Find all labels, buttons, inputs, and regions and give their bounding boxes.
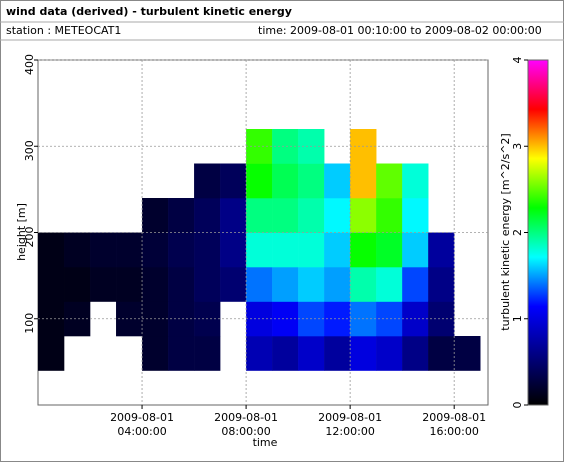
colorbar-tick-label: 1 xyxy=(511,315,524,322)
heat-cell xyxy=(168,232,195,268)
heat-cell xyxy=(116,301,143,337)
chart-title: wind data (derived) - turbulent kinetic … xyxy=(6,5,292,18)
heat-cell xyxy=(376,232,403,268)
colorbar-tick-label: 2 xyxy=(511,229,524,236)
heat-cell xyxy=(246,198,273,233)
heat-cell xyxy=(246,336,273,371)
x-tick-label: 2009-08-01 xyxy=(214,411,278,424)
heat-cell xyxy=(168,336,195,371)
heat-cell xyxy=(324,163,351,199)
heat-cell xyxy=(194,336,221,371)
y-axis-label: height [m] xyxy=(15,203,28,261)
heat-cell xyxy=(402,336,429,371)
heat-cell xyxy=(402,198,429,233)
heat-cell xyxy=(298,336,325,371)
heat-cell xyxy=(64,232,91,268)
heat-cell xyxy=(220,198,247,233)
heat-cell xyxy=(246,163,273,199)
heat-cell xyxy=(272,232,299,268)
time-range: time: 2009-08-01 00:10:00 to 2009-08-02 … xyxy=(258,24,542,37)
heat-cell xyxy=(194,232,221,268)
x-tick-label: 16:00:00 xyxy=(429,425,478,438)
heat-cell xyxy=(376,198,403,233)
heat-cell xyxy=(142,267,169,302)
heat-cell xyxy=(428,232,455,268)
heat-cell xyxy=(324,336,351,371)
station: station : METEOCAT1 xyxy=(6,24,121,37)
heat-cell xyxy=(402,267,429,302)
heat-cell xyxy=(220,232,247,268)
heat-cell xyxy=(90,267,117,302)
heat-cell xyxy=(272,267,299,302)
colorbar-tick-label: 3 xyxy=(511,143,524,150)
y-tick-label: 200 xyxy=(23,227,36,248)
heat-cell xyxy=(168,267,195,302)
heat-cell xyxy=(350,163,377,199)
heat-cell xyxy=(376,163,403,199)
x-tick-label: 12:00:00 xyxy=(325,425,374,438)
heat-cell xyxy=(142,336,169,371)
heat-cell xyxy=(376,336,403,371)
heat-cell xyxy=(64,267,91,302)
x-tick-label: 2009-08-01 xyxy=(318,411,382,424)
colorbar xyxy=(527,59,549,406)
heat-cell xyxy=(38,267,65,302)
heat-cell xyxy=(64,301,91,337)
heat-cell xyxy=(142,232,169,268)
heat-cell xyxy=(194,267,221,302)
heat-cell xyxy=(298,163,325,199)
colorbar-tick-label: 0 xyxy=(511,402,524,409)
heat-cell xyxy=(194,163,221,199)
heat-cell xyxy=(220,267,247,302)
heat-cell xyxy=(298,232,325,268)
heat-cell xyxy=(324,267,351,302)
heat-cell xyxy=(38,232,65,268)
heat-cell xyxy=(376,267,403,302)
colorbar-label: turbulent kinetic energy [m^2/s^2] xyxy=(499,133,512,330)
heat-cell xyxy=(350,232,377,268)
heat-cell xyxy=(246,267,273,302)
colorbar-tick-label: 4 xyxy=(511,57,524,64)
heat-cell xyxy=(168,301,195,337)
y-tick-label: 100 xyxy=(23,313,36,334)
x-tick-label: 08:00:00 xyxy=(221,425,270,438)
heat-cell xyxy=(324,232,351,268)
heat-cell xyxy=(116,232,143,268)
x-tick-label: 2009-08-01 xyxy=(422,411,486,424)
heat-cell xyxy=(38,336,65,371)
heat-cell xyxy=(272,198,299,233)
heat-cell xyxy=(402,163,429,199)
heat-cell xyxy=(350,198,377,233)
heat-cell xyxy=(272,163,299,199)
heat-cell xyxy=(350,267,377,302)
x-tick-label: 04:00:00 xyxy=(117,425,166,438)
heat-cell xyxy=(246,232,273,268)
heat-cell xyxy=(428,267,455,302)
x-axis-label: time xyxy=(253,436,278,449)
heat-cell xyxy=(298,198,325,233)
heat-cell xyxy=(220,163,247,199)
heat-cell xyxy=(402,232,429,268)
y-tick-label: 300 xyxy=(23,140,36,161)
heat-cell xyxy=(272,336,299,371)
heat-cell xyxy=(194,198,221,233)
heat-cell xyxy=(324,198,351,233)
heat-cell xyxy=(116,267,143,302)
heat-cell xyxy=(298,267,325,302)
x-tick-label: 2009-08-01 xyxy=(110,411,174,424)
heat-cell xyxy=(90,232,117,268)
heat-cell xyxy=(142,198,169,233)
y-tick-label: 400 xyxy=(23,54,36,75)
heat-cell xyxy=(428,336,455,371)
heat-cell xyxy=(168,198,195,233)
heat-cell xyxy=(350,336,377,371)
heat-cell xyxy=(454,336,481,371)
